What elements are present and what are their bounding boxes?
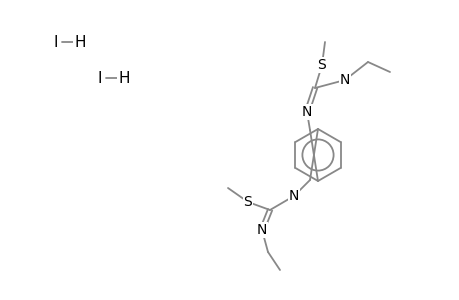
Text: N: N xyxy=(339,73,349,87)
Text: I: I xyxy=(98,70,102,86)
Text: S: S xyxy=(317,58,326,72)
Text: H: H xyxy=(118,70,129,86)
Text: I: I xyxy=(54,34,58,50)
Text: S: S xyxy=(243,195,252,209)
Text: N: N xyxy=(288,189,298,203)
Text: N: N xyxy=(256,223,267,237)
Text: H: H xyxy=(74,34,85,50)
Text: N: N xyxy=(301,105,312,119)
